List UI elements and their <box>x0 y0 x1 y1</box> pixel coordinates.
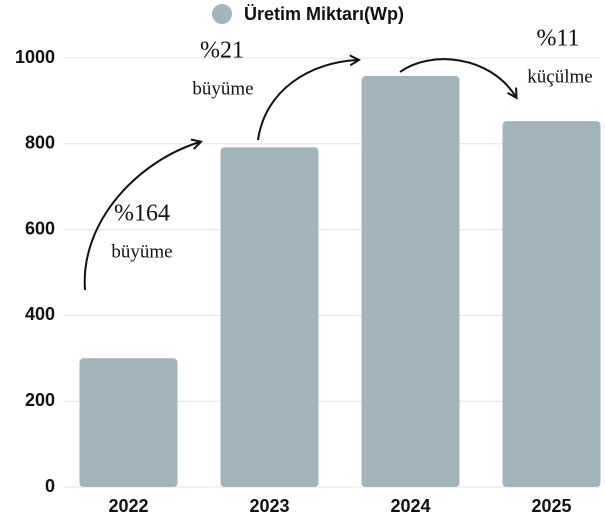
annotation-percent: %164 <box>114 201 170 227</box>
x-tick-label: 2025 <box>531 496 571 516</box>
arrow <box>83 142 200 291</box>
plot: 0 200 400 600 800 1000 2022 2023 2024 2025 <box>15 47 601 516</box>
bar <box>220 147 319 487</box>
y-tick-label: 800 <box>25 133 55 153</box>
y-tick-label: 400 <box>25 304 55 324</box>
annotation-text: büyüme <box>111 241 172 262</box>
y-tick-label: 0 <box>45 476 55 496</box>
x-tick-label: 2024 <box>390 496 430 516</box>
y-tick-label: 200 <box>25 390 55 410</box>
bar <box>361 76 460 487</box>
arrow <box>399 58 516 97</box>
y-tick-label: 600 <box>25 218 55 238</box>
bar <box>79 358 178 487</box>
legend-label: Üretim Miktarı(Wp) <box>244 4 404 24</box>
arrow <box>257 60 358 141</box>
annotation-text: küçülme <box>527 66 592 87</box>
x-tick-label: 2023 <box>249 496 289 516</box>
annotation-text: büyüme <box>192 78 253 99</box>
annotation-percent: %21 <box>200 38 244 64</box>
legend-swatch <box>212 4 232 24</box>
y-tick-label: 1000 <box>15 47 55 67</box>
annotation-percent: %11 <box>536 26 579 52</box>
bar <box>502 121 601 488</box>
x-tick-label: 2022 <box>108 496 148 516</box>
